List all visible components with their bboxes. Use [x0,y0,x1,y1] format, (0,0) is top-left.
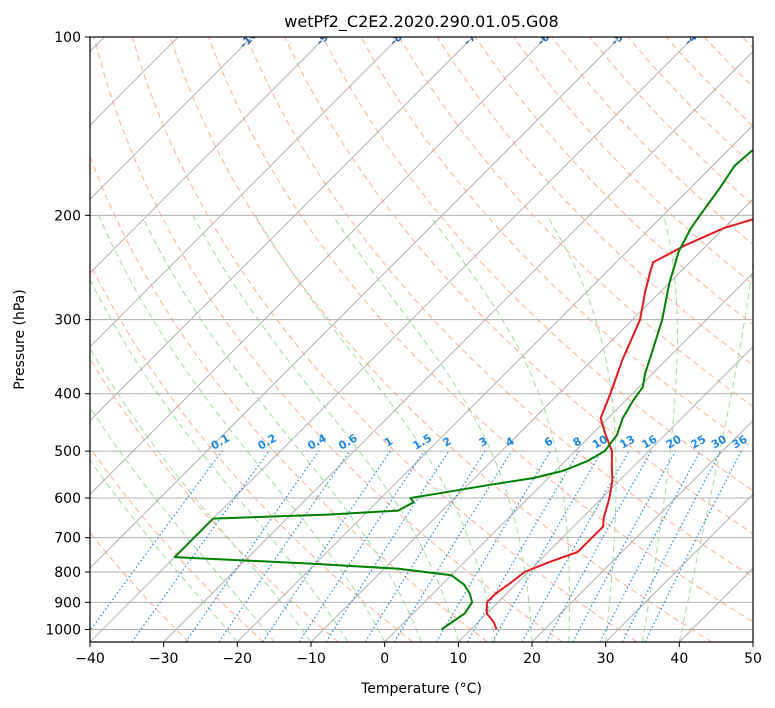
dry-adiabat [90,446,264,642]
mixing-ratio-line [572,450,677,642]
x-tick-label: 40 [670,651,688,667]
isotherm [605,493,753,642]
isotherm [90,37,253,200]
dry-adiabat [90,262,414,642]
mixing-ratio-line [185,450,320,642]
x-tick-label: −40 [75,651,105,667]
moist-adiabat [98,215,386,642]
x-tick-label: 20 [523,651,541,667]
moist-adiabat [332,215,533,642]
isotherm-label: -80 [387,25,410,48]
y-tick-label: 200 [54,208,81,224]
mixing-ratio-line [218,450,351,642]
x-tick-label: 50 [744,651,762,667]
y-tick-label: 600 [54,491,81,507]
in-plot-labels: 0.10.20.40.611.52346810131620253036-100-… [209,25,750,453]
axes: −40 −30 −20 −10 0 10 20 30 40 50 100 200 300 400 500 60… [45,30,762,667]
moist-adiabat [90,347,312,642]
isotherm [163,50,753,642]
moist-adiabat [192,215,459,642]
moist-adiabat [90,459,238,642]
moist-adiabat [141,215,422,642]
x-tick-label: −30 [149,651,179,667]
isotherm [236,124,753,642]
moist-adiabat [678,257,753,642]
isotherms [90,37,753,642]
dry-adiabat [513,37,753,285]
dry-adiabat [322,37,753,492]
y-tick-label: 300 [54,313,81,329]
isotherm-label: -40 [682,25,705,48]
dry-adiabat [284,37,753,535]
isotherm [90,37,474,422]
moist-adiabat [546,215,617,642]
temperature-profile [485,218,753,630]
y-tick-label: 900 [54,595,81,611]
dry-adiabat [246,37,753,578]
dry-adiabat [90,357,339,642]
isotherm [384,272,753,642]
y-tick-label: 1000 [45,622,81,638]
isotherm [457,346,753,642]
x-axis-title: Temperature (°C) [360,681,482,697]
y-axis-title: Pressure (hPa) [12,289,28,389]
x-tick-label: −20 [223,651,253,667]
y-tick-label: 700 [54,531,81,547]
dry-adiabat [436,37,753,366]
dry-adiabats [90,37,753,642]
dewpoint-profile [173,148,753,631]
x-tick-label: −10 [296,651,326,667]
isotherm-label: -60 [534,25,557,48]
plot-frame [89,36,754,643]
isotherm-label: -50 [608,25,631,48]
isotherm [90,37,621,569]
isotherm [90,37,326,274]
x-tick-label: 0 [380,651,389,667]
moist-adiabat [90,406,275,642]
isotherm [90,37,547,496]
mixing-ratio-line [393,450,513,642]
mixing-ratio-line [298,450,425,642]
moist-adiabats [90,215,753,642]
y-tick-label: 100 [54,30,81,46]
chart-title: wetPf2_C2E2.2020.290.01.05.G08 [284,12,558,32]
mixing-ratio-line [521,450,630,642]
dry-adiabat [131,37,638,642]
mixing-ratio-line [90,450,223,632]
mixing-ratio-line [545,450,652,642]
dry-adiabat [93,37,563,642]
mixing-ratio-line [131,450,270,642]
mixing-ratio-line [262,450,391,642]
y-tick-label: 800 [54,565,81,581]
mixing-ratio-line [644,450,742,642]
y-tick-label: 400 [54,387,81,403]
dry-adiabat [169,37,712,642]
moist-adiabat [642,215,678,642]
plot-area [90,37,753,642]
y-tick-label: 500 [54,444,81,460]
isotherm [531,419,753,642]
dry-adiabat [474,37,753,326]
isotherm [310,198,753,642]
isotherm [90,37,400,348]
dry-adiabat [207,37,753,623]
isotherm-label: -90 [313,25,336,48]
x-tick-label: 10 [449,651,467,667]
isotherm-label: -70 [461,25,484,48]
x-tick-label: 30 [597,651,615,667]
moist-adiabat [429,215,570,642]
mixing-ratio-lines [90,450,742,642]
mixing-ratio-line [325,450,450,642]
